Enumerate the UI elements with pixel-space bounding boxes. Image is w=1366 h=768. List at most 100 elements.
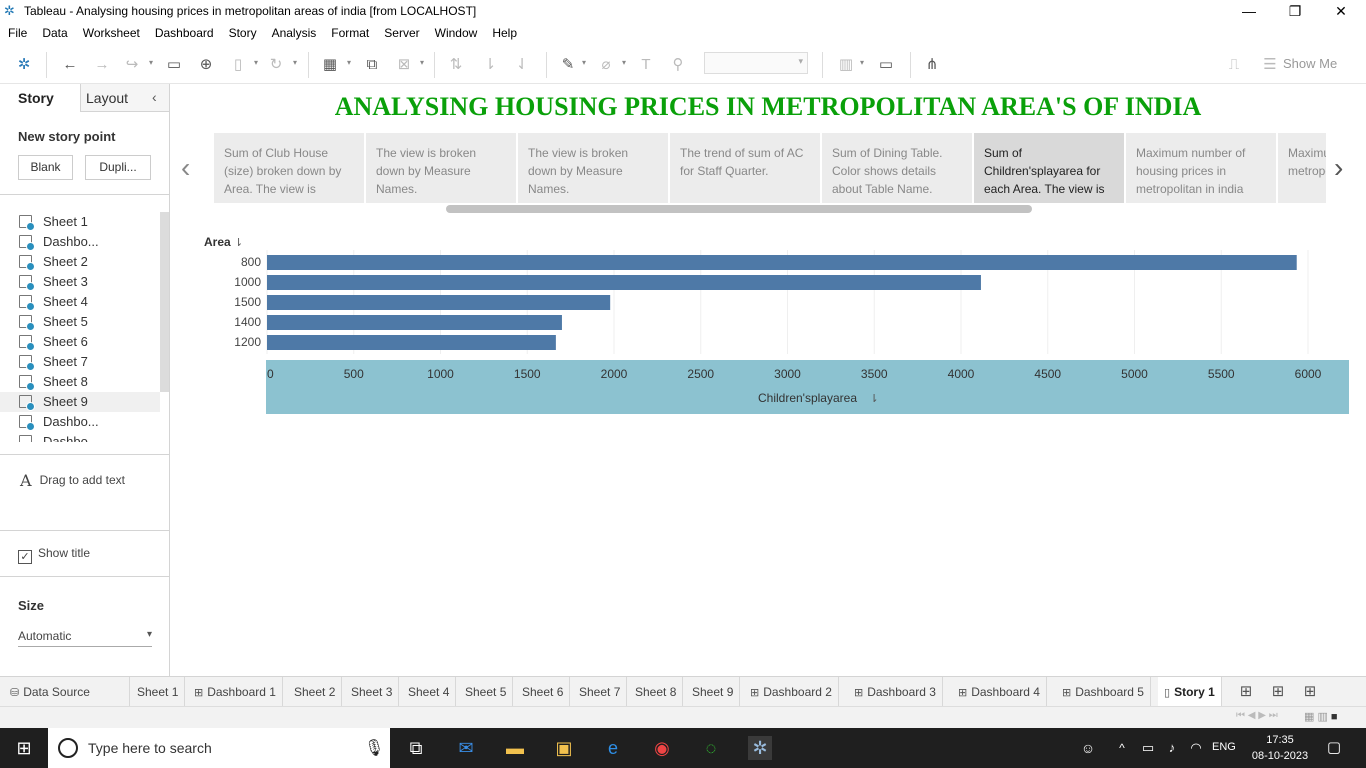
menu-dashboard[interactable]: Dashboard	[154, 26, 214, 40]
size-select[interactable]: Automatic	[18, 629, 152, 647]
format-painter-icon[interactable]: ⎍	[1228, 56, 1240, 73]
story-point[interactable]: Maximum number of housing prices in metr…	[1126, 133, 1276, 203]
mail-icon[interactable]: ✉	[458, 738, 474, 758]
list-item[interactable]: Sheet 8	[0, 372, 160, 392]
sort-descending-icon[interactable]: ⇃	[515, 56, 529, 73]
sheet-list-scrollbar[interactable]	[160, 212, 169, 392]
list-item[interactable]: Sheet 1	[0, 212, 160, 232]
show-cards-icon[interactable]: ▥	[838, 56, 854, 73]
people-icon[interactable]: ☺	[1080, 740, 1096, 756]
list-item[interactable]: Sheet 9	[0, 392, 160, 412]
menu-server[interactable]: Server	[384, 26, 420, 40]
whatsapp-icon[interactable]: ◌	[705, 738, 717, 758]
volume-icon[interactable]: ♪	[1168, 740, 1176, 755]
tab-story-active[interactable]: ▯ Story 1	[1158, 677, 1222, 707]
story-point[interactable]: Sum of Club House (size) broken down by …	[214, 133, 364, 203]
save-icon[interactable]: ▭	[166, 56, 182, 73]
tab-sheet[interactable]: Sheet 9	[686, 677, 741, 707]
tab-dashboard[interactable]: ⊞ Dashboard 5	[1056, 677, 1151, 707]
list-item[interactable]: Dashbo...	[0, 412, 160, 432]
menu-worksheet[interactable]: Worksheet	[82, 26, 140, 40]
tab-sheet[interactable]: Sheet 6	[516, 677, 571, 707]
story-point[interactable]: Maximum housing metropo	[1278, 133, 1326, 203]
chrome-icon[interactable]: ◉	[654, 738, 670, 758]
refresh-icon[interactable]: ↻	[269, 56, 283, 73]
story-point-active[interactable]: Sum of Children'splayarea for each Area.…	[974, 133, 1124, 203]
list-item[interactable]: Sheet 7	[0, 352, 160, 372]
tab-data-source[interactable]: ⛁ Data Source	[4, 677, 130, 707]
tab-layout[interactable]: Layout	[81, 84, 169, 111]
windows-start-icon[interactable]: ⊞	[16, 738, 32, 758]
show-title-checkbox[interactable]: ✓ Show title	[18, 546, 90, 564]
microphone-icon[interactable]: 🎙	[364, 740, 385, 757]
tab-story[interactable]: Story	[0, 84, 81, 112]
new-data-source-icon[interactable]: ⊕	[199, 56, 213, 73]
list-item[interactable]: Dashbo...	[0, 232, 160, 252]
undo-icon[interactable]: ←	[62, 56, 78, 73]
duplicate-button[interactable]: Dupli...	[85, 155, 151, 180]
tab-sheet[interactable]: Sheet 1	[131, 677, 186, 707]
group-icon[interactable]: ⌀	[601, 56, 611, 73]
list-item[interactable]: Sheet 2	[0, 252, 160, 272]
list-item[interactable]: Sheet 4	[0, 292, 160, 312]
story-point[interactable]: The view is broken down by Measure Names…	[366, 133, 516, 203]
blank-button[interactable]: Blank	[18, 155, 73, 180]
edge-icon[interactable]: e	[607, 738, 618, 758]
sort-ascending-icon[interactable]: ⇂	[483, 56, 497, 73]
show-me-icon[interactable]: ☰	[1263, 56, 1277, 73]
restore-button[interactable]: ❐	[1288, 3, 1302, 19]
share-icon[interactable]: ⋔	[925, 56, 939, 73]
close-button[interactable]: ✕	[1335, 3, 1347, 19]
highlight-icon[interactable]: ✎	[561, 56, 575, 73]
tab-sheet[interactable]: Sheet 2	[288, 677, 343, 707]
list-item[interactable]: Sheet 6	[0, 332, 160, 352]
paste-icon[interactable]: ▯	[233, 56, 243, 73]
collapse-panel-icon[interactable]: ‹	[152, 89, 157, 105]
menu-data[interactable]: Data	[42, 26, 68, 40]
previous-story-point-icon[interactable]: ‹	[181, 152, 191, 183]
new-worksheet-tab-icon[interactable]: ⊞	[1239, 683, 1253, 700]
new-dashboard-tab-icon[interactable]: ⊞	[1271, 683, 1285, 700]
battery-icon[interactable]: ▭	[1141, 740, 1155, 755]
tab-sheet[interactable]: Sheet 4	[402, 677, 457, 707]
clock[interactable]: 17:35 08-10-2023	[1250, 732, 1310, 764]
show-me-label[interactable]: Show Me	[1283, 56, 1338, 71]
tab-dashboard[interactable]: ⊞ Dashboard 3	[848, 677, 943, 707]
menu-analysis[interactable]: Analysis	[271, 26, 317, 40]
tab-sheet[interactable]: Sheet 8	[629, 677, 684, 707]
task-view-icon[interactable]: ⧉	[409, 738, 423, 758]
new-worksheet-icon[interactable]: ▦	[322, 56, 338, 73]
wifi-icon[interactable]: ◠	[1190, 740, 1202, 755]
chevron-up-icon[interactable]: ^	[1119, 741, 1125, 755]
labels-icon[interactable]: T	[641, 56, 651, 73]
list-item[interactable]: Sheet 5	[0, 312, 160, 332]
next-story-point-icon[interactable]: ›	[1334, 152, 1344, 183]
menu-help[interactable]: Help	[492, 26, 517, 40]
menu-file[interactable]: File	[8, 26, 28, 40]
story-scrollbar-thumb[interactable]	[446, 205, 1032, 213]
list-item[interactable]: Sheet 3	[0, 272, 160, 292]
duplicate-icon[interactable]: ⧉	[366, 56, 378, 73]
tab-dashboard[interactable]: ⊞ Dashboard 1	[188, 677, 283, 707]
replay-icon[interactable]: ↪	[125, 56, 139, 73]
story-point[interactable]: The trend of sum of AC for Staff Quarter…	[670, 133, 820, 203]
tableau-taskbar-icon[interactable]: ✲	[748, 736, 772, 760]
tab-sheet[interactable]: Sheet 5	[459, 677, 514, 707]
story-point[interactable]: The view is broken down by Measure Names…	[518, 133, 668, 203]
notifications-icon[interactable]: ▢	[1326, 739, 1342, 756]
swap-icon[interactable]: ⇅	[449, 56, 463, 73]
file-explorer-icon[interactable]: ▬	[506, 738, 524, 758]
story-point[interactable]: Sum of Dining Table. Color shows details…	[822, 133, 972, 203]
language-indicator[interactable]: ENG	[1212, 741, 1236, 753]
fit-dropdown[interactable]	[704, 52, 808, 74]
list-item[interactable]: Dashbo...	[0, 432, 160, 442]
tab-dashboard[interactable]: ⊞ Dashboard 2	[744, 677, 839, 707]
presentation-mode-icon[interactable]: ▭	[878, 56, 894, 73]
taskbar-search[interactable]: Type here to search 🎙	[48, 728, 390, 768]
menu-format[interactable]: Format	[331, 26, 370, 40]
redo-icon[interactable]: →	[94, 56, 110, 73]
menu-story[interactable]: Story	[228, 26, 257, 40]
pin-icon[interactable]: ⚲	[672, 56, 684, 73]
clear-icon[interactable]: ⊠	[397, 56, 411, 73]
tableau-home-icon[interactable]: ✲	[17, 56, 31, 73]
